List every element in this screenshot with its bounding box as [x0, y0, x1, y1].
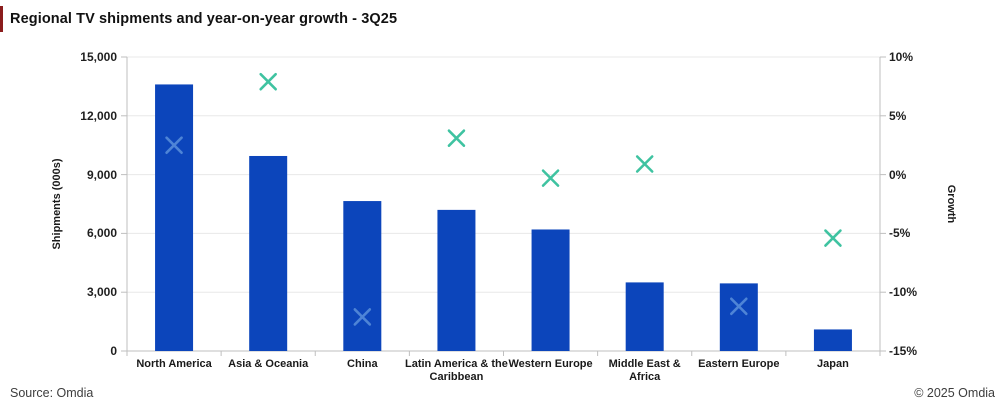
growth-marker-7 — [824, 229, 842, 247]
growth-marker-3 — [447, 129, 466, 147]
category-label-line: Latin America & the — [404, 358, 508, 370]
x-marker-stroke — [447, 129, 466, 147]
bar-0 — [155, 84, 194, 351]
category-label-5: Middle East & Africa — [580, 358, 710, 384]
x-marker-stroke — [259, 72, 277, 91]
right-axis-tick-label: -10% — [889, 285, 918, 300]
category-label-6: Eastern Europe — [674, 358, 804, 371]
right-axis-tick-label: 5% — [889, 108, 907, 123]
category-label-2: China — [297, 358, 427, 371]
bar-4 — [531, 229, 570, 351]
category-label-line: Africa — [629, 371, 661, 383]
right-axis-tick-label: -5% — [889, 226, 911, 241]
left-axis-tick-label: 0 — [110, 344, 117, 358]
category-label-0: North America — [109, 358, 239, 371]
growth-marker-1 — [259, 72, 277, 91]
left-axis-tick-label: 9,000 — [86, 167, 117, 182]
x-marker-stroke — [730, 297, 748, 316]
category-label-line: Asia & Oceania — [228, 358, 309, 370]
category-label-line: Western Europe — [508, 358, 593, 370]
category-label-line: China — [347, 358, 378, 370]
right-axis-tick-label: -15% — [889, 344, 918, 358]
left-axis-tick-label: 6,000 — [86, 226, 117, 241]
growth-marker-0 — [165, 136, 183, 154]
category-label-line: Caribbean — [429, 371, 484, 383]
bar-3 — [437, 209, 476, 351]
x-marker-stroke — [824, 229, 842, 247]
title-row: Regional TV shipments and year-on-year g… — [0, 6, 397, 32]
category-label-1: Asia & Oceania — [203, 358, 333, 371]
bar-2 — [343, 201, 382, 351]
x-marker-stroke — [165, 136, 183, 154]
bar-1 — [249, 155, 288, 351]
left-axis-tick-label: 12,000 — [80, 108, 117, 123]
source-note: Source: Omdia — [10, 386, 94, 400]
growth-marker-2 — [353, 308, 372, 326]
category-label-line: North America — [136, 358, 212, 370]
category-label-7: Japan — [768, 358, 898, 371]
x-marker-stroke — [541, 169, 560, 187]
right-axis-tick-label: 10% — [889, 50, 914, 64]
category-label-line: Middle East & — [608, 358, 681, 370]
growth-marker-5 — [635, 155, 654, 173]
bar-5 — [625, 282, 664, 351]
category-label-3: Latin America & the Caribbean — [391, 358, 521, 384]
left-axis-tick-label: 3,000 — [86, 285, 117, 300]
bar-7 — [813, 329, 852, 351]
growth-marker-4 — [541, 169, 560, 187]
category-label-line: Eastern Europe — [698, 358, 780, 370]
category-label-line: Japan — [817, 358, 849, 370]
copyright-note: © 2025 Omdia — [914, 386, 995, 400]
bar-6 — [719, 283, 758, 351]
x-marker-stroke — [635, 155, 654, 173]
category-label-4: Western Europe — [486, 358, 616, 371]
plot-area — [121, 56, 886, 356]
growth-marker-6 — [730, 297, 748, 316]
x-marker-stroke — [353, 308, 372, 326]
title-accent-bar — [0, 6, 3, 32]
chart-title: Regional TV shipments and year-on-year g… — [10, 11, 398, 27]
right-axis-tick-label: 0% — [889, 167, 907, 182]
left-axis-tick-label: 15,000 — [80, 50, 117, 64]
